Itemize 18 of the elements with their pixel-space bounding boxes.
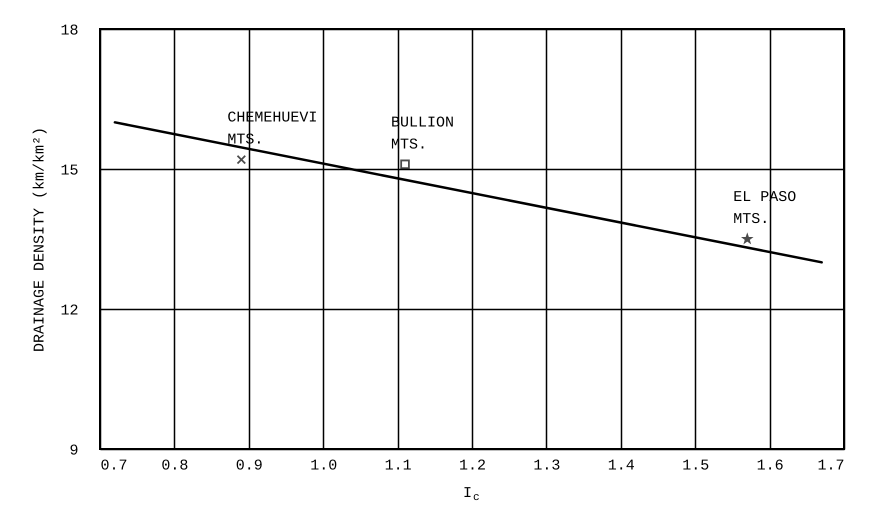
x-tick-label: 1.4 (608, 458, 635, 474)
x-tick-label: 0.7 (100, 458, 128, 474)
y-axis-title: DRAINAGE DENSITY (km/km²) (31, 126, 48, 352)
x-tick-label: 1.5 (682, 458, 710, 474)
x-tick-label: 1.3 (533, 458, 560, 474)
x-tick-label: 0.8 (161, 458, 188, 474)
y-tick-label: 18 (60, 22, 78, 40)
point (400, 160, 410, 170)
x-tick-label: 1.6 (756, 458, 784, 474)
y-tick-label: 15 (60, 162, 78, 180)
y-tick-label: 9 (69, 442, 78, 460)
x-tick-label: 1.0 (310, 458, 338, 474)
x-tick-label: 1.7 (817, 458, 844, 474)
x-tick-label: 1.1 (384, 458, 412, 474)
point (236, 154, 246, 164)
x-tick-label: 1.2 (458, 458, 486, 474)
y-tick-label: 12 (60, 302, 78, 320)
x-tick-label: 0.9 (236, 458, 263, 474)
